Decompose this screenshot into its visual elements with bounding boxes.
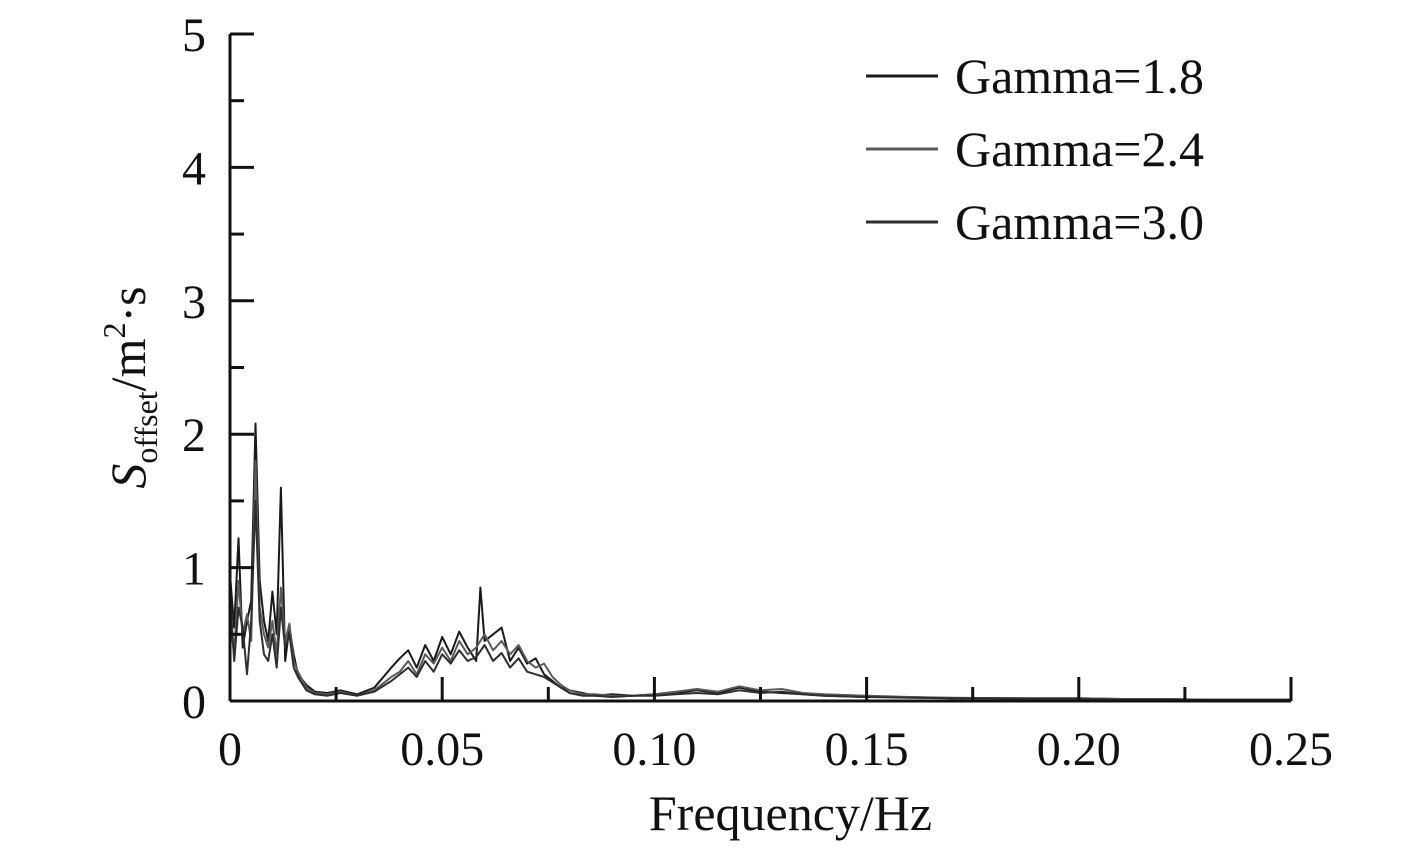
y-axis-title: Soffset/m2·s [96,286,164,488]
series-layer [229,422,1291,701]
y-axis-title-unit: /m [100,338,156,391]
series-line-1 [229,422,1291,701]
y-tick-label: 1 [182,543,206,596]
series-line-2 [229,459,1291,701]
x-tick-label: 0.25 [1249,723,1333,776]
y-tick-label: 4 [182,142,206,195]
legend-label: Gamma=1.8 [955,48,1204,104]
x-ticks: 0 0.05 0.10 0.15 0.20 0.25 [218,677,1333,776]
y-tick-label: 0 [182,676,206,729]
y-tick-label: 5 [182,9,206,62]
legend: Gamma=1.8 Gamma=2.4 Gamma=3.0 [866,48,1204,250]
y-tick-label: 2 [182,409,206,462]
x-tick-label: 0.05 [400,723,484,776]
y-ticks: 0 1 2 3 4 5 [182,9,254,729]
y-axis-title-subscript: offset [128,391,164,463]
x-axis-title: Frequency/Hz [649,785,932,841]
y-tick-label: 3 [182,276,206,329]
x-tick-label: 0.15 [825,723,909,776]
legend-label: Gamma=3.0 [955,194,1204,250]
series-line-3 [229,499,1291,701]
x-tick-label: 0.20 [1037,723,1121,776]
legend-label: Gamma=2.4 [955,121,1204,177]
axes: 0 0.05 0.10 0.15 0.20 0.25 0 1 2 3 4 5 [182,9,1333,776]
y-axis-title-superscript: 2 [96,323,132,339]
y-axis-title-tail: ·s [100,286,156,322]
y-axis-title-base: S [100,464,156,489]
x-tick-label: 0.10 [612,723,696,776]
x-tick-label: 0 [218,723,242,776]
